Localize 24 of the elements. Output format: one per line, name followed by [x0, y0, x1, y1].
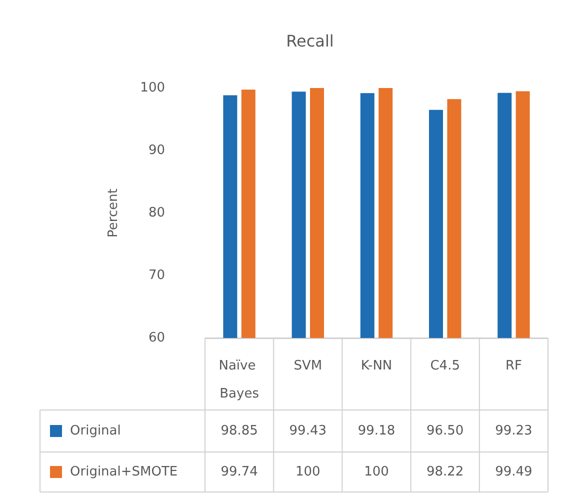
y-tick-label: 80: [148, 206, 165, 220]
y-tick-label: 60: [148, 330, 165, 346]
data-label: 96.50: [426, 424, 464, 438]
x-tick-label: RF: [505, 358, 522, 374]
data-label: 99.49: [495, 464, 532, 480]
data-label: 100: [295, 464, 320, 480]
y-tick-label: 100: [140, 80, 165, 96]
y-tick-label: 90: [148, 143, 165, 158]
x-tick-label: SVM: [294, 358, 322, 374]
data-label: 98.22: [426, 464, 464, 480]
data-label: 98.85: [220, 424, 258, 438]
x-tick-label: C4.5: [430, 358, 460, 374]
data-label: 99.43: [289, 424, 327, 438]
data-label: 99.74: [220, 464, 258, 480]
data-label: 100: [364, 464, 389, 480]
x-tick-label: K-NN: [360, 358, 392, 374]
data-label: 99.23: [495, 424, 532, 438]
y-axis-title: Percent: [106, 188, 121, 238]
x-tick-label: Naïve Bayes: [218, 358, 260, 402]
legend-label: Original+SMOTE: [70, 464, 178, 480]
y-tick-label: 70: [148, 268, 165, 283]
chart-title: Recall: [286, 32, 334, 50]
legend-label: Original: [70, 424, 121, 438]
data-label: 99.18: [358, 424, 396, 438]
